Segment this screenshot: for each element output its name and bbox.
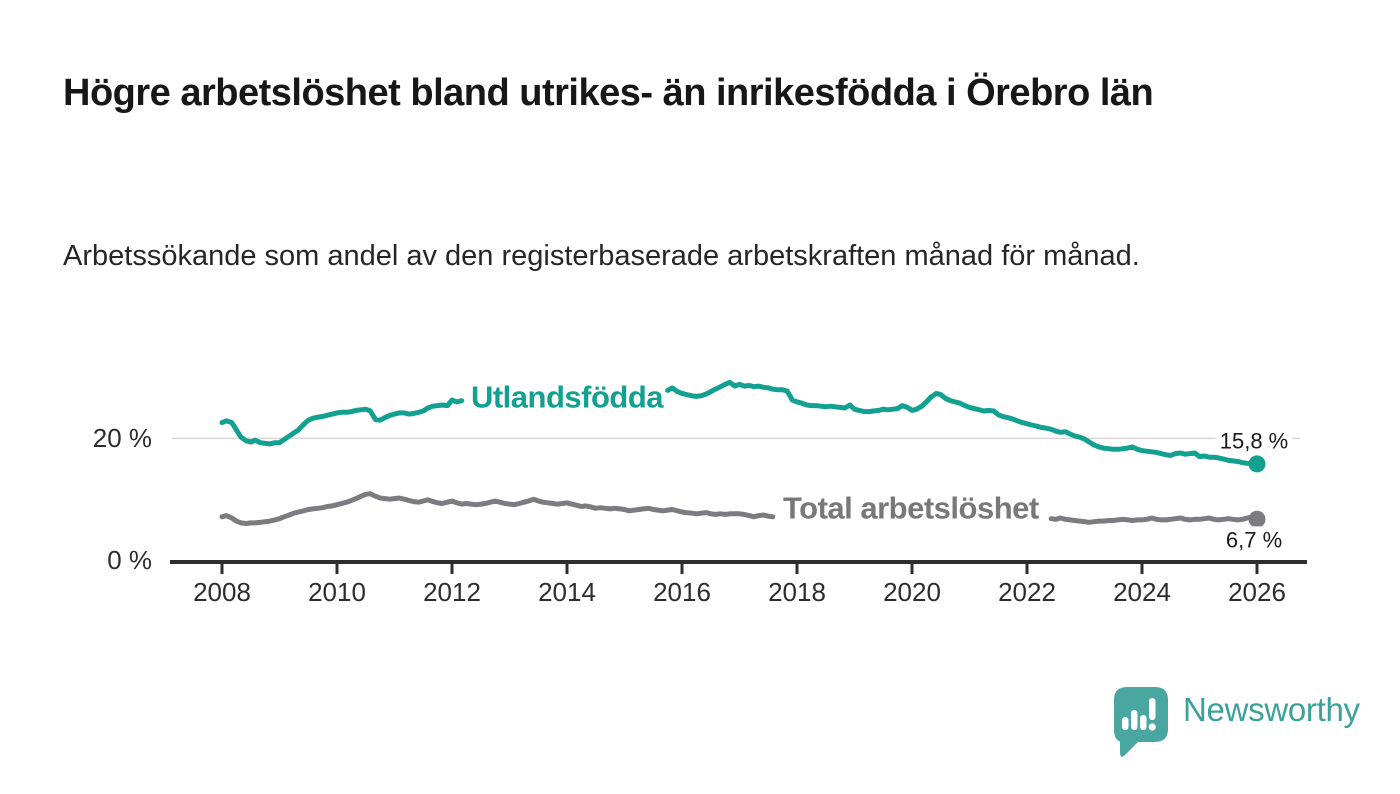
- newsworthy-logo-text: Newsworthy: [1183, 691, 1360, 728]
- series-end-dot-total: [1248, 510, 1266, 528]
- page-title: Högre arbetslöshet bland utrikes- än inr…: [63, 72, 1154, 114]
- series-line-foreign-born-seg0: [219, 397, 465, 447]
- series-line-foreign-born-seg1: [665, 380, 1260, 467]
- series-line-total-seg0: [219, 491, 776, 526]
- newsworthy-logo: [1114, 687, 1168, 757]
- chart-subtitle: Arbetssökande som andel av den registerb…: [63, 240, 1140, 272]
- series-end-dot-foreign-born: [1248, 455, 1266, 473]
- series-line-total-seg1: [1048, 514, 1260, 525]
- newsworthy-speech-bubble-bar-chart-icon: [1114, 687, 1168, 757]
